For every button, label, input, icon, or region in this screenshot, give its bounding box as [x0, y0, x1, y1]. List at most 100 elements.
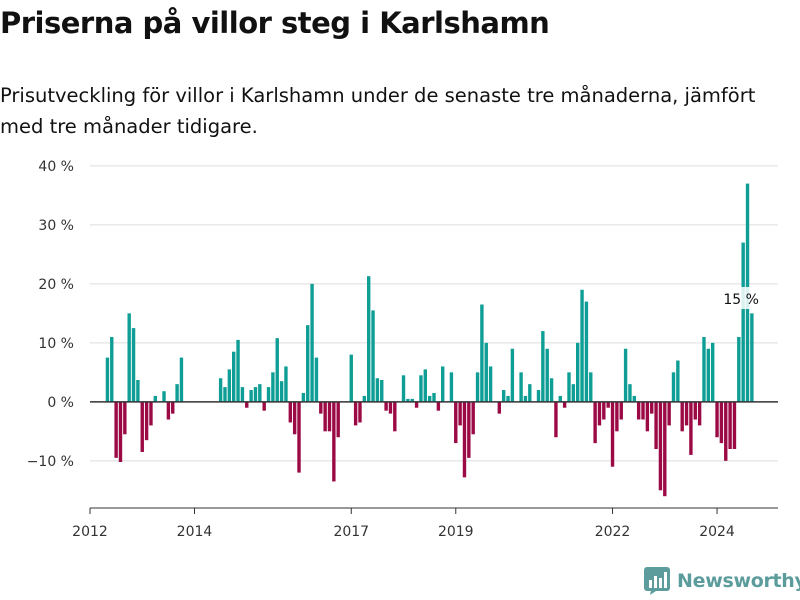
bar-positive: [366, 276, 371, 402]
bar-positive: [506, 395, 510, 402]
bar-negative: [458, 401, 462, 426]
x-tick-label: 2014: [177, 524, 213, 540]
bar-positive: [528, 384, 532, 402]
bar-negative: [650, 401, 654, 414]
bar-negative: [697, 401, 702, 426]
bar-positive: [623, 348, 628, 402]
bar-positive: [362, 395, 367, 402]
bar-positive: [432, 392, 436, 402]
bar-positive: [105, 357, 110, 402]
bar-positive: [541, 331, 545, 402]
bar-positive: [589, 372, 593, 402]
bar-positive: [671, 372, 676, 402]
bar-negative: [288, 401, 293, 423]
bar-negative: [114, 401, 118, 458]
bar-negative: [724, 401, 728, 461]
bar-negative: [610, 401, 615, 467]
bar-positive: [584, 301, 589, 402]
bar-chart-logo-icon: [644, 567, 670, 595]
bar-positive: [536, 390, 541, 402]
bar-positive: [576, 342, 580, 402]
bar-positive: [240, 387, 245, 402]
x-tick-label: 2012: [72, 524, 108, 540]
bar-negative: [471, 401, 475, 435]
bar-positive: [441, 366, 445, 402]
y-tick-label: 20 %: [38, 277, 74, 293]
tick-labels: −10 % 0 % 10 % 20 % 30 % 40 % 2012 2014 2017 2019…: [27, 159, 766, 540]
brand-name: Newsworthy: [677, 570, 800, 592]
bar-positive: [223, 387, 227, 402]
bar-positive: [110, 336, 114, 402]
bar-positive: [449, 372, 454, 402]
chart-title: Priserna på villor steg i Karlshamn: [0, 6, 550, 40]
bar-negative: [641, 401, 645, 420]
bar-negative: [436, 401, 441, 411]
bar-positive: [127, 313, 131, 402]
bar-positive: [175, 384, 179, 402]
bar-negative: [323, 401, 327, 432]
bar-positive: [258, 384, 262, 402]
brand-logo: Newsworthy: [644, 566, 800, 596]
bar-negative: [602, 401, 606, 420]
y-tick-label: 30 %: [38, 218, 74, 234]
bar-positive: [580, 289, 584, 402]
bar-positive: [375, 378, 380, 402]
bar-negative: [171, 401, 175, 414]
bar-positive: [232, 351, 236, 402]
bar-positive: [266, 387, 271, 402]
bar-positive: [523, 395, 528, 402]
bar-positive: [279, 381, 284, 402]
bar-positive: [227, 369, 232, 402]
bar-positive: [706, 348, 711, 402]
bar-positive: [484, 342, 488, 402]
bar-positive: [401, 375, 406, 402]
bar-negative: [297, 401, 301, 473]
bar-chart: −10 % 0 % 10 % 20 % 30 % 40 % 2012 2014 2017 2019…: [27, 159, 778, 540]
bar-negative: [393, 401, 397, 432]
bar-positive: [567, 372, 571, 402]
bar-positive: [131, 328, 136, 402]
bar-positive: [501, 390, 506, 402]
chart-subtitle: Prisutveckling för villor i Karlshamn un…: [0, 84, 756, 138]
bar-positive: [632, 395, 637, 402]
bar-negative: [353, 401, 358, 426]
bar-negative: [606, 401, 610, 408]
bar-positive: [380, 380, 384, 402]
bar-negative: [388, 401, 393, 414]
bar-negative: [384, 401, 388, 411]
y-tick-label: 40 %: [38, 159, 74, 175]
bar-negative: [667, 401, 671, 426]
bar-positive: [284, 366, 288, 402]
bar-positive: [153, 395, 158, 402]
bar-negative: [684, 401, 689, 426]
bar-negative: [497, 401, 502, 414]
bar-negative: [336, 401, 340, 438]
bar-negative: [467, 401, 471, 458]
y-tick-label: −10 %: [27, 454, 74, 470]
bar-negative: [414, 401, 419, 408]
bar-negative: [658, 401, 663, 491]
bar-negative: [680, 401, 684, 432]
bar-negative: [693, 401, 697, 420]
bar-positive: [571, 384, 576, 402]
bar-negative: [123, 401, 127, 435]
bar-positive: [218, 378, 223, 402]
bar-positive: [750, 313, 754, 402]
bar-positive: [510, 348, 515, 402]
bar-positive: [427, 395, 432, 402]
bar-positive: [545, 348, 549, 402]
bar-positive: [349, 354, 353, 402]
bar-negative: [358, 401, 362, 423]
bar-positive: [480, 304, 484, 402]
bar-positive: [253, 387, 258, 402]
annotation-label: 15 %: [723, 292, 759, 308]
bar-negative: [454, 401, 458, 444]
bar-negative: [554, 401, 558, 438]
x-tick-label: 2022: [595, 524, 631, 540]
bar-negative: [597, 401, 602, 426]
bar-positive: [628, 384, 632, 402]
bar-negative: [728, 401, 732, 450]
bar-positive: [410, 398, 414, 402]
bar-negative: [645, 401, 650, 432]
bar-positive: [371, 310, 375, 402]
